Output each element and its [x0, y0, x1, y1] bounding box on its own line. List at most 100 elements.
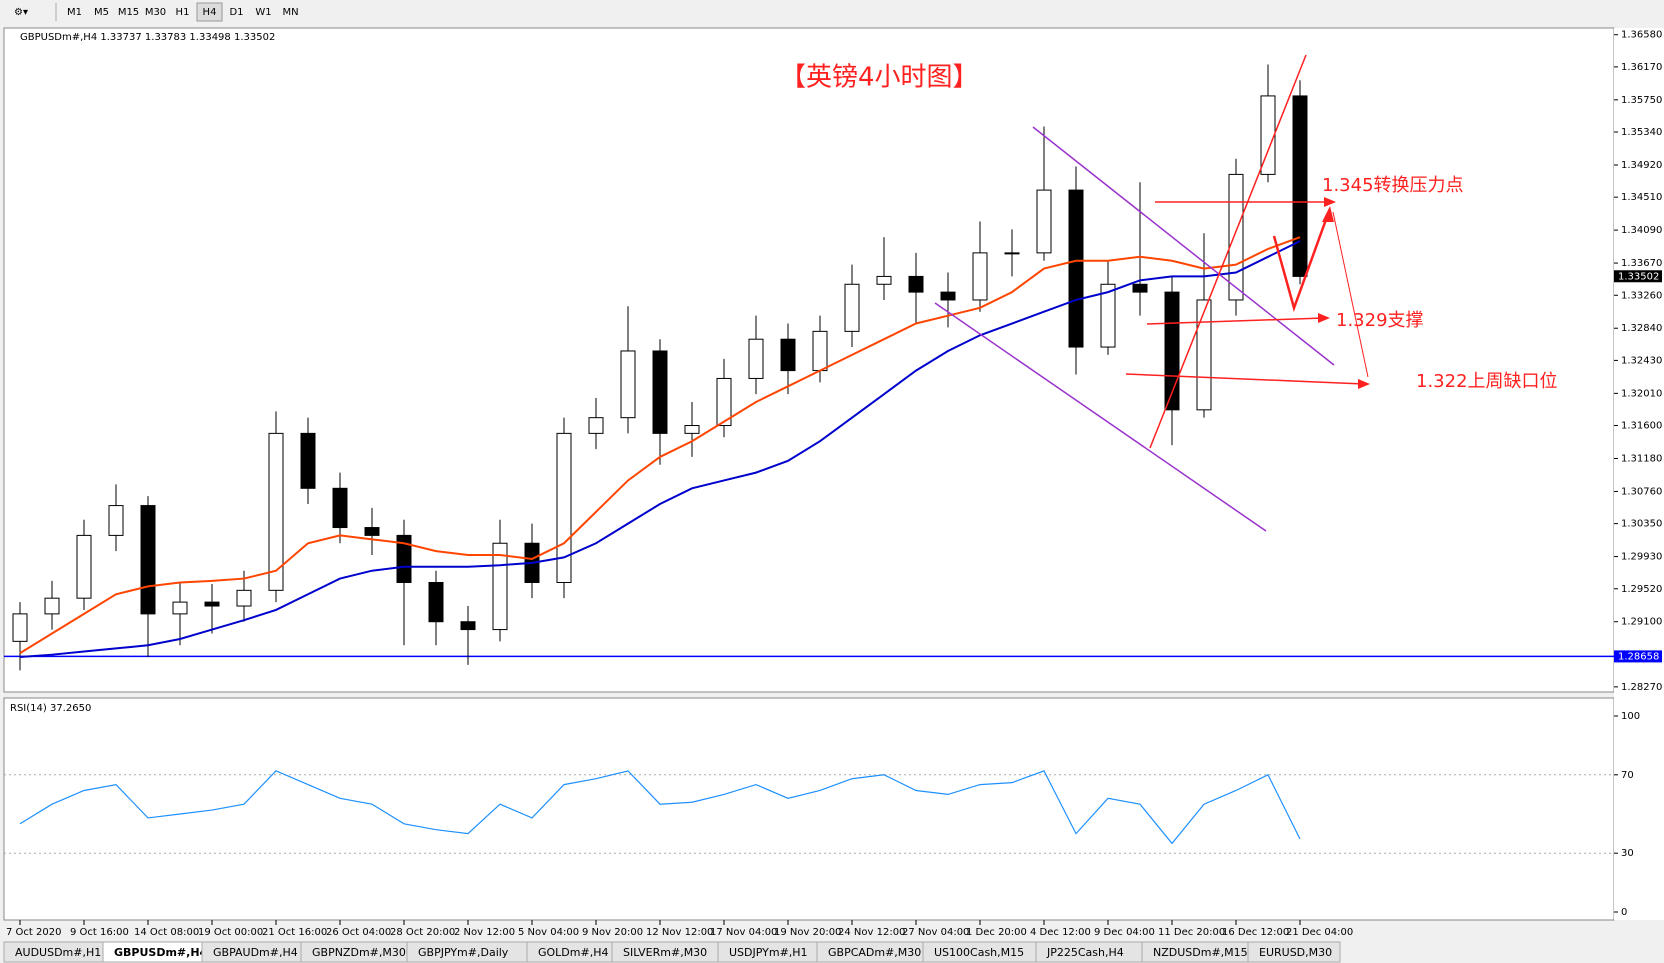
timeframe-button[interactable]: M30 — [145, 7, 166, 18]
rsi-line — [19, 770, 1301, 845]
timeframe-button[interactable]: M1 — [67, 7, 82, 18]
candle-body — [876, 275, 892, 285]
y-tick-label: 1.29930 — [1621, 552, 1662, 563]
price-tag-label: 1.28658 — [1618, 651, 1659, 662]
timeframe-button[interactable]: M15 — [118, 7, 139, 18]
drawings — [934, 54, 1370, 532]
channel-upper — [1032, 126, 1335, 366]
candle-body — [1228, 173, 1244, 301]
timeframe-button[interactable]: M5 — [94, 7, 109, 18]
x-tick-label: 24 Nov 12:00 — [838, 927, 905, 938]
x-tick-label: 26 Oct 04:00 — [326, 927, 391, 938]
support-line — [1146, 317, 1325, 325]
candle-body — [1260, 95, 1276, 175]
tab-label: JP225Cash,H4 — [1046, 946, 1124, 959]
candle-body — [332, 487, 348, 529]
timeframe-button[interactable]: W1 — [255, 7, 271, 18]
tab-label: AUDUSDm#,H1 — [15, 946, 101, 959]
tab-label: NZDUSDm#,M15 — [1153, 946, 1248, 959]
y-tick-label: 1.32010 — [1621, 388, 1662, 399]
candle-body — [460, 621, 476, 631]
candle-body — [940, 291, 956, 301]
candle-body — [972, 252, 988, 301]
y-tick-label: 1.34920 — [1621, 160, 1662, 171]
candle-body — [1292, 95, 1308, 277]
candle-body — [236, 589, 252, 607]
annotation: 1.345转换压力点 — [1322, 175, 1464, 196]
y-tick-label: 1.35340 — [1621, 127, 1662, 138]
candle-body — [428, 581, 444, 623]
candle-body — [684, 425, 700, 434]
tab-label: US100Cash,M15 — [934, 946, 1024, 959]
x-tick-label: 7 Oct 2020 — [6, 927, 61, 938]
x-tick-label: 28 Oct 20:00 — [390, 927, 455, 938]
timeframe-active — [196, 2, 223, 22]
candle-body — [652, 350, 668, 434]
tab-label: SILVERm#,M30 — [623, 946, 707, 959]
trend-line — [1149, 54, 1307, 449]
y-tick-label: 1.36170 — [1621, 62, 1662, 73]
x-tick-label: 19 Oct 00:00 — [198, 927, 263, 938]
x-tick-label: 9 Nov 20:00 — [582, 927, 643, 938]
y-tick-label: 1.33670 — [1621, 258, 1662, 269]
price-axis — [1614, 28, 1664, 920]
moving-average — [19, 236, 1301, 654]
candle-body — [1196, 299, 1212, 411]
moving-average — [19, 240, 1301, 659]
last-price-label: 1.33502 — [1618, 271, 1659, 282]
tab[interactable] — [1247, 941, 1341, 963]
x-tick-label: 9 Oct 16:00 — [70, 927, 129, 938]
tab-label: EURUSD,M30 — [1259, 946, 1332, 959]
y-tick-label: 1.35750 — [1621, 95, 1662, 106]
candle-body — [12, 613, 28, 642]
chart-title: GBPUSDm#,H4 1.33737 1.33783 1.33498 1.33… — [20, 32, 275, 43]
candle-body — [300, 432, 316, 489]
channel-lower — [934, 302, 1267, 532]
y-tick-label: 100 — [1621, 711, 1640, 722]
y-tick-label: 1.31180 — [1621, 453, 1662, 464]
timeframe-button[interactable]: D1 — [229, 7, 243, 18]
y-tick-label: 0 — [1621, 907, 1627, 918]
x-tick-label: 4 Dec 12:00 — [1030, 927, 1091, 938]
x-tick-label: 11 Dec 20:00 — [1158, 927, 1225, 938]
y-tick-label: 1.32840 — [1621, 323, 1662, 334]
y-tick-label: 1.30760 — [1621, 486, 1662, 497]
y-tick-label: 1.28270 — [1621, 682, 1662, 693]
candle-body — [364, 527, 380, 536]
arrow-head — [1324, 197, 1336, 207]
annotation-title: 【英镑4小时图】 — [780, 63, 979, 93]
projection-line — [1332, 211, 1369, 378]
candle-body — [620, 350, 636, 419]
candle-body — [108, 505, 124, 536]
candle-body — [844, 283, 860, 332]
layer: ⚙▾ M1 M5 M15 M30 H1 H4 D1 W1 MN 1.36580 1.36170 1.35… — [3, 2, 1662, 963]
price-tag — [1614, 650, 1662, 663]
tab-label: GBPJPYm#,Daily — [418, 946, 509, 959]
y-tick-label: 70 — [1621, 770, 1634, 781]
arrow-head — [1322, 206, 1334, 222]
candle-body — [172, 601, 188, 615]
timeframe-button[interactable]: H4 — [203, 7, 217, 18]
rsi-panel — [3, 697, 1615, 921]
toolbar-icon: ⚙▾ — [14, 7, 28, 18]
y-tick-label: 1.30350 — [1621, 519, 1662, 530]
timeframe-button[interactable]: MN — [282, 7, 298, 18]
candle-body — [396, 534, 412, 583]
candle-body — [1164, 291, 1180, 411]
y-tick-label: 1.31600 — [1621, 421, 1662, 432]
tab-label: USDJPYm#,H1 — [729, 946, 808, 959]
timeframe-button[interactable]: H1 — [176, 7, 190, 18]
x-tick-label: 9 Dec 04:00 — [1094, 927, 1155, 938]
candle-body — [44, 597, 60, 615]
candle-body — [268, 432, 284, 591]
candle-body — [812, 330, 828, 372]
candle-body — [1100, 283, 1116, 348]
candle-body — [76, 534, 92, 599]
candle-body — [748, 338, 764, 379]
x-tick-label: 14 Oct 08:00 — [134, 927, 199, 938]
candle-body — [588, 417, 604, 434]
y-tick-label: 1.29100 — [1621, 617, 1662, 628]
candle-body — [1068, 189, 1084, 348]
y-tick-label: 1.29520 — [1621, 584, 1662, 595]
